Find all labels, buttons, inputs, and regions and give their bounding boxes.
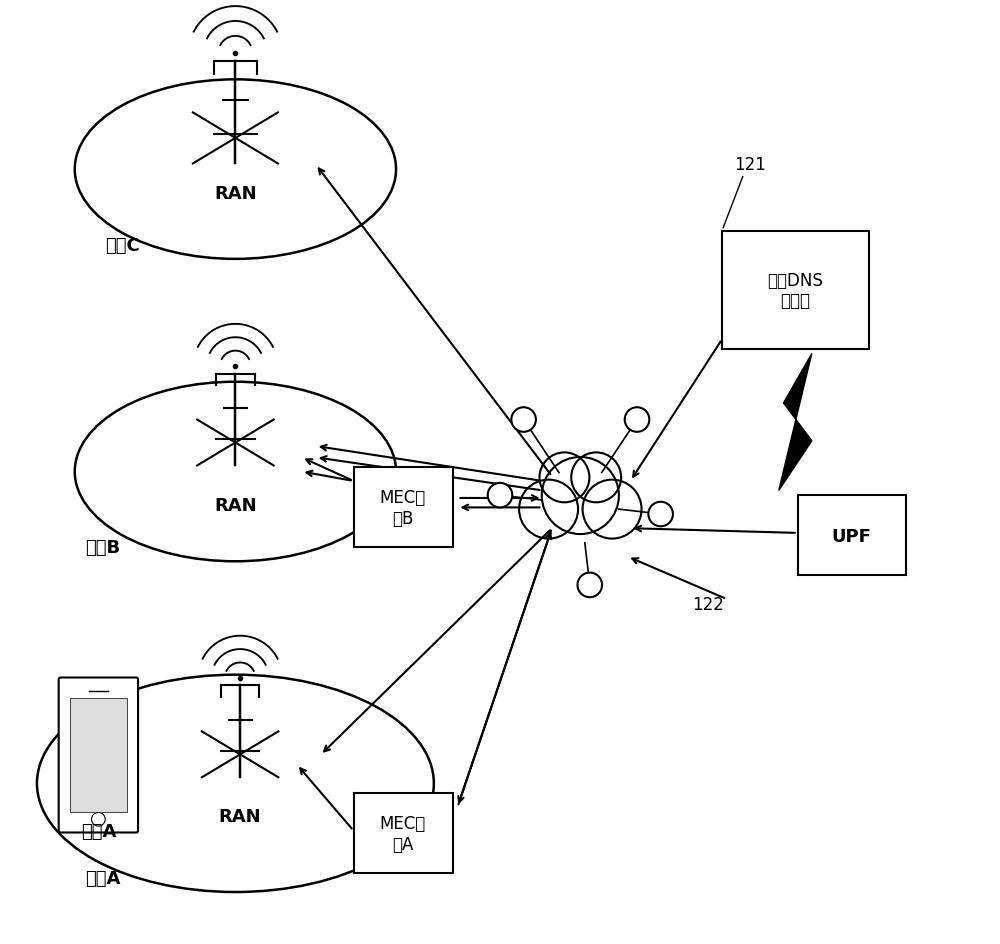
Circle shape bbox=[648, 502, 673, 527]
Polygon shape bbox=[779, 354, 812, 491]
Circle shape bbox=[488, 483, 512, 508]
Text: 区域A: 区域A bbox=[85, 868, 121, 887]
Circle shape bbox=[540, 453, 589, 503]
Text: MEC主
机B: MEC主 机B bbox=[380, 488, 426, 528]
Circle shape bbox=[519, 480, 578, 539]
Circle shape bbox=[92, 813, 105, 826]
Text: UPF: UPF bbox=[832, 527, 871, 546]
Text: RAN: RAN bbox=[214, 184, 257, 203]
Circle shape bbox=[511, 408, 536, 432]
Text: RAN: RAN bbox=[214, 496, 257, 514]
Circle shape bbox=[583, 480, 642, 539]
FancyBboxPatch shape bbox=[70, 699, 127, 812]
Circle shape bbox=[571, 453, 621, 503]
FancyBboxPatch shape bbox=[722, 231, 869, 349]
Text: 权威DNS
服务器: 权威DNS 服务器 bbox=[767, 271, 823, 311]
Text: 区域B: 区域B bbox=[86, 538, 121, 557]
FancyBboxPatch shape bbox=[798, 496, 906, 576]
Text: 121: 121 bbox=[734, 156, 766, 175]
Text: 区域C: 区域C bbox=[105, 236, 139, 255]
FancyBboxPatch shape bbox=[59, 678, 138, 833]
Circle shape bbox=[625, 408, 649, 432]
Text: 设备A: 设备A bbox=[81, 821, 116, 840]
Circle shape bbox=[542, 458, 619, 534]
Circle shape bbox=[577, 573, 602, 598]
Text: 122: 122 bbox=[692, 595, 724, 614]
Text: MEC主
机A: MEC主 机A bbox=[380, 814, 426, 853]
FancyBboxPatch shape bbox=[354, 467, 453, 548]
FancyBboxPatch shape bbox=[354, 793, 453, 873]
Text: RAN: RAN bbox=[219, 807, 261, 826]
